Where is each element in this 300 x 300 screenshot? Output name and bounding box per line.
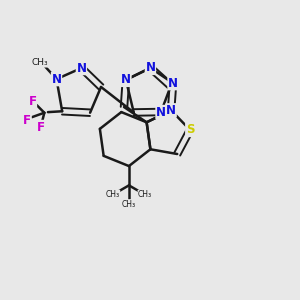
Text: CH₃: CH₃ bbox=[32, 58, 49, 67]
Text: N: N bbox=[168, 76, 178, 90]
Text: N: N bbox=[146, 61, 155, 74]
Text: N: N bbox=[156, 106, 166, 118]
Text: CH₃: CH₃ bbox=[106, 190, 120, 199]
Text: S: S bbox=[186, 123, 194, 136]
Text: N: N bbox=[52, 73, 61, 85]
Text: F: F bbox=[28, 95, 37, 108]
Text: CH₃: CH₃ bbox=[122, 200, 136, 208]
Text: F: F bbox=[38, 121, 45, 134]
Text: N: N bbox=[76, 61, 86, 74]
Text: F: F bbox=[23, 114, 31, 127]
Text: N: N bbox=[166, 104, 176, 117]
Text: CH₃: CH₃ bbox=[138, 190, 152, 199]
Text: N: N bbox=[121, 74, 131, 86]
